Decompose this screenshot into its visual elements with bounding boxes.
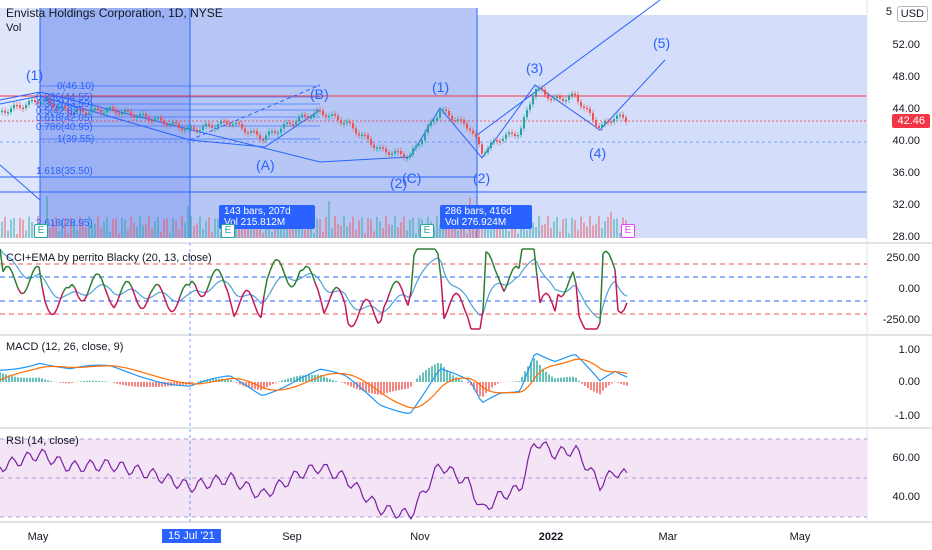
wave-label-4[interactable]: (4) [589,145,607,161]
wave-label-b[interactable]: (B) [310,86,329,102]
fib-label: 0.236(44.55) [36,92,93,103]
measure-vol-label: Vol 276.924M [445,217,507,228]
rsi-axis-label: 60.00 [892,452,920,464]
price-axis-label: 36.00 [892,167,920,179]
wave-label-3[interactable]: (3) [526,60,544,76]
cci-line [0,248,628,330]
fib-label: 0.382(43.59) [36,99,93,110]
price-candles [1,84,627,162]
rsi-axis-label: 40.00 [892,491,920,503]
current-price-tag: 42.46 [892,114,930,128]
fib-label: 2.618(28.95) [36,218,93,229]
measure-box-2[interactable]: 286 bars, 416d Vol 276.924M [440,205,532,229]
macd-signal-line [0,358,628,409]
time-axis-label: Sep [282,531,302,543]
cci-axis-label: 250.00 [886,252,920,264]
time-axis-label: 2022 [538,531,564,543]
earnings-marker[interactable]: E [34,224,48,238]
measure-bars-label: 143 bars, 207d [224,206,291,217]
fib-label: 0.786(40.95) [36,122,93,133]
macd-title[interactable]: MACD (12, 26, close, 9) [6,341,124,353]
price-axis-label: 40.00 [892,135,920,147]
wave-label-1[interactable]: (1) [432,79,450,95]
price-axis-label: 44.00 [892,103,920,115]
cci-axis-label: 0.00 [898,283,920,295]
macd-axis-label: 0.00 [898,376,920,388]
fib-label: 1.618(35.50) [36,166,93,177]
macd-line [0,353,628,415]
macd-axis-label: -1.00 [894,410,920,422]
wave-label-2[interactable]: (2) [473,170,491,186]
earnings-marker[interactable]: E [420,224,434,238]
wave-label-5[interactable]: (5) [653,35,671,51]
time-axis-label: May [789,531,811,543]
wave-label-1-left[interactable]: (1) [26,67,44,83]
shaded-region-left [0,8,40,238]
fib-label: 0(46.10) [57,81,95,92]
price-axis-label: 52.00 [892,39,920,51]
price-axis-label: 32.00 [892,199,920,211]
rsi-title[interactable]: RSI (14, close) [6,435,79,447]
symbol-title[interactable]: Envista Holdings Corporation, 1D, NYSE [6,6,223,20]
fib-label: 0.618(42.05) [36,113,93,124]
price-axis-label: 28.00 [892,231,920,243]
measure-vol-label: Vol 215.812M [224,217,286,228]
cci-title[interactable]: CCI+EMA by perrito Blacky (20, 13, close… [6,252,212,264]
rsi-line [0,441,628,521]
earnings-marker[interactable]: E [221,224,235,238]
measure-box-1[interactable]: 143 bars, 207d Vol 215.812M [219,205,315,229]
time-axis-label: Nov [410,531,430,543]
measure-region-2 [477,15,867,238]
time-axis-label: Mar [658,531,678,543]
price-axis-label: 5 [885,6,892,18]
cursor-date-tag: 15 Jul '21 [162,529,221,543]
volume-label[interactable]: Vol [6,22,22,34]
wave-label-2a[interactable]: (2) [390,175,408,191]
macd-axis-label: 1.00 [898,344,920,356]
wave-label-c[interactable]: (C) [402,170,422,186]
measure-bars-label: 286 bars, 416d [445,206,512,217]
fib-label: 0.5(42.82) [36,106,82,117]
macd-histogram [0,358,628,397]
time-axis-label: May [27,531,49,543]
fib-label: 1(39.55) [57,134,95,145]
currency-button[interactable]: USD [896,6,928,22]
earnings-marker-upcoming[interactable]: E [621,224,635,238]
wave-label-a[interactable]: (A) [256,157,275,173]
cci-axis-label: -250.00 [882,314,920,326]
price-axis-label: 48.00 [892,71,920,83]
